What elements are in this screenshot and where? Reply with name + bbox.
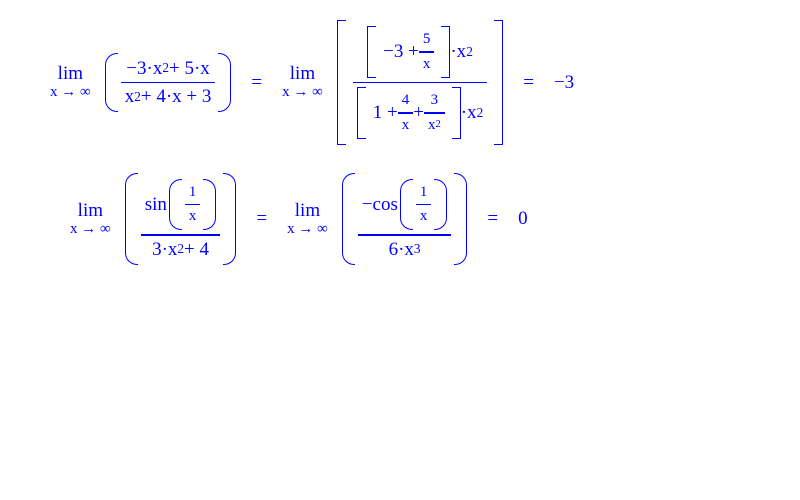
rhs-fraction: −3 + 5 x ·x2 (353, 24, 487, 141)
math-page: lim x → ∞ −3·x2 + 5·x x2 + 4·x + 3 = (0, 0, 800, 313)
rhs-den-inner-bracket: 1 + 4 x + 3 (357, 87, 461, 139)
limit-operator-3: lim x → ∞ (70, 201, 111, 237)
limit-operator-2: lim x → ∞ (282, 64, 323, 100)
equals-2: = (517, 73, 540, 92)
limit-operator-4: lim x → ∞ (287, 201, 328, 237)
lim-sub: x → ∞ (50, 85, 91, 100)
rhs-num-inner-bracket: −3 + 5 x (367, 26, 450, 78)
result-2: 0 (518, 209, 528, 228)
equation-2: lim x → ∞ sin 1 x (70, 173, 750, 265)
limit-operator: lim x → ∞ (50, 64, 91, 100)
equation-1: lim x → ∞ −3·x2 + 5·x x2 + 4·x + 3 = (50, 20, 750, 145)
lhs-num-a: −3·x (126, 59, 162, 78)
lim-label: lim (58, 64, 83, 83)
equals-3: = (250, 209, 273, 228)
result-1: −3 (554, 73, 574, 92)
lhs-bracket-2: sin 1 x (125, 173, 237, 265)
rhs-fraction-2: −cos 1 x (358, 177, 452, 261)
lhs-bracket: −3·x2 + 5·x x2 + 4·x + 3 (105, 53, 232, 113)
equals-4: = (481, 209, 504, 228)
lhs-fraction-2: sin 1 x (141, 177, 221, 261)
rhs-bracket-2: −cos 1 x (342, 173, 468, 265)
rhs-bracket: −3 + 5 x ·x2 (337, 20, 503, 145)
equals-1: = (245, 73, 268, 92)
lhs-fraction: −3·x2 + 5·x x2 + 4·x + 3 (121, 57, 216, 109)
